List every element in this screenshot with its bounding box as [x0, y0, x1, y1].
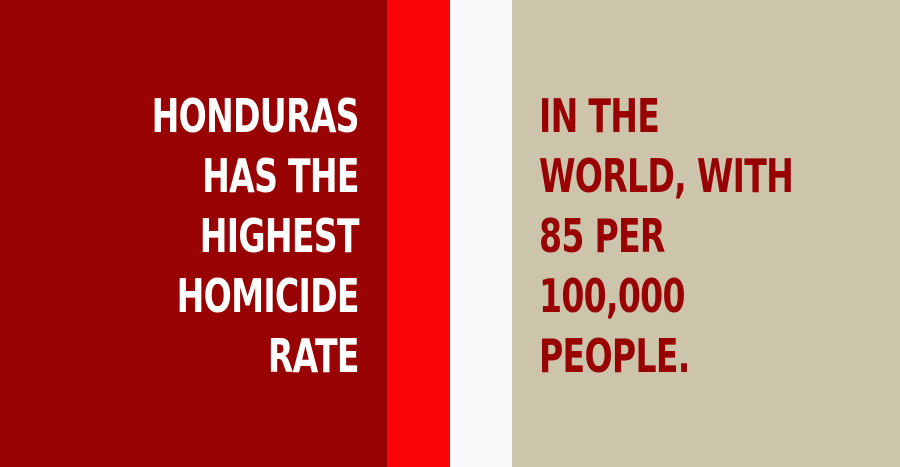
right-line: IN THE [539, 89, 660, 143]
left-statement: HONDURAS HAS THE HIGHEST HOMICIDE RATE [71, 86, 360, 386]
left-line: HIGHEST [200, 209, 360, 263]
left-line: HAS THE [202, 149, 359, 203]
right-panel: IN THE WORLD, WITH 85 PER 100,000 PEOPLE… [512, 0, 900, 467]
right-line: 100,000 [539, 269, 686, 323]
right-statement: IN THE WORLD, WITH 85 PER 100,000 PEOPLE… [539, 86, 892, 386]
red-stripe [387, 0, 450, 467]
right-line: 85 PER [539, 209, 665, 263]
left-panel: HONDURAS HAS THE HIGHEST HOMICIDE RATE [0, 0, 387, 467]
left-line: RATE [268, 329, 360, 383]
right-line: WORLD, WITH [539, 149, 794, 203]
left-line: HONDURAS [151, 89, 360, 143]
right-line: PEOPLE. [539, 329, 690, 383]
white-stripe [450, 0, 512, 467]
left-line: HOMICIDE [176, 269, 360, 323]
